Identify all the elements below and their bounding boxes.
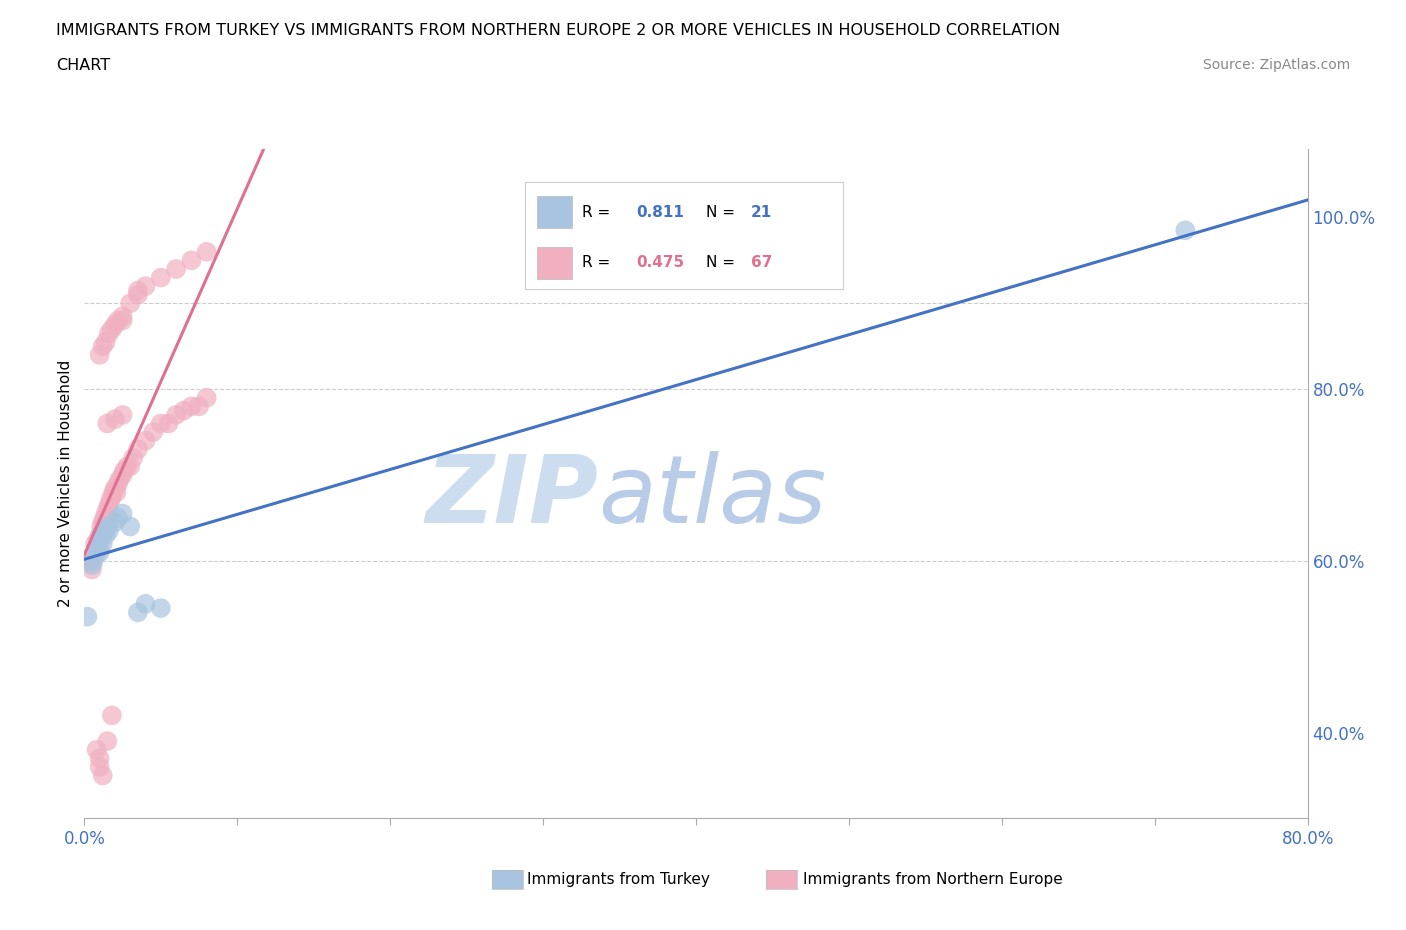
- Point: [77, 553, 100, 568]
- Point: [89, 532, 111, 547]
- Point: [195, 245, 218, 259]
- Text: ZIP: ZIP: [425, 451, 598, 543]
- Point: [98, 493, 121, 508]
- Text: Source: ZipAtlas.com: Source: ZipAtlas.com: [1202, 58, 1350, 72]
- Point: [97, 326, 120, 340]
- Point: [101, 322, 124, 337]
- Point: [91, 537, 114, 551]
- Point: [127, 604, 149, 619]
- Text: Immigrants from Turkey: Immigrants from Turkey: [527, 872, 710, 887]
- Point: [104, 412, 127, 427]
- Point: [111, 313, 134, 328]
- Point: [104, 515, 127, 530]
- Point: [157, 416, 180, 431]
- Point: [111, 468, 134, 483]
- Point: [89, 540, 111, 555]
- Point: [91, 515, 114, 530]
- Point: [94, 506, 117, 521]
- Point: [96, 519, 118, 534]
- Point: [149, 416, 172, 431]
- Point: [90, 519, 112, 534]
- Point: [97, 524, 120, 538]
- Point: [108, 472, 131, 486]
- Point: [101, 708, 124, 723]
- Point: [111, 309, 134, 324]
- Point: [127, 442, 149, 457]
- Point: [111, 506, 134, 521]
- Point: [94, 515, 117, 530]
- Point: [87, 537, 110, 551]
- Point: [165, 261, 187, 276]
- Point: [149, 601, 172, 616]
- Text: Immigrants from Northern Europe: Immigrants from Northern Europe: [803, 872, 1063, 887]
- Point: [83, 553, 105, 568]
- Point: [149, 270, 172, 285]
- Point: [86, 545, 108, 560]
- Point: [112, 463, 135, 478]
- Point: [89, 751, 111, 765]
- Point: [107, 476, 129, 491]
- Text: CHART: CHART: [56, 58, 110, 73]
- Point: [142, 425, 165, 440]
- Point: [84, 537, 107, 551]
- Point: [80, 558, 103, 573]
- Point: [120, 459, 142, 474]
- Point: [135, 279, 157, 294]
- Point: [135, 433, 157, 448]
- Point: [91, 524, 114, 538]
- Text: atlas: atlas: [598, 451, 827, 542]
- Point: [89, 545, 111, 560]
- Point: [96, 502, 118, 517]
- Point: [115, 459, 138, 474]
- Point: [83, 549, 105, 564]
- Point: [120, 296, 142, 311]
- Point: [89, 348, 111, 363]
- Point: [111, 407, 134, 422]
- Y-axis label: 2 or more Vehicles in Household: 2 or more Vehicles in Household: [58, 360, 73, 607]
- Point: [103, 485, 125, 499]
- Point: [96, 416, 118, 431]
- Point: [120, 519, 142, 534]
- Point: [105, 485, 128, 499]
- Point: [101, 489, 124, 504]
- Point: [86, 742, 108, 757]
- Point: [122, 450, 145, 465]
- Point: [165, 407, 187, 422]
- Point: [180, 253, 202, 268]
- Point: [93, 519, 115, 534]
- Point: [107, 511, 129, 525]
- Point: [93, 511, 115, 525]
- Point: [173, 404, 195, 418]
- Point: [87, 532, 110, 547]
- Point: [180, 399, 202, 414]
- Point: [89, 527, 111, 542]
- Point: [104, 317, 127, 332]
- Point: [80, 562, 103, 577]
- Point: [97, 498, 120, 512]
- Point: [127, 283, 149, 298]
- Point: [91, 768, 114, 783]
- Point: [97, 506, 120, 521]
- Point: [93, 524, 115, 538]
- Point: [1174, 223, 1197, 238]
- Point: [96, 511, 118, 525]
- Point: [94, 527, 117, 542]
- Point: [195, 391, 218, 405]
- Point: [188, 399, 211, 414]
- Point: [91, 339, 114, 353]
- Point: [107, 313, 129, 328]
- Point: [76, 609, 98, 624]
- Point: [89, 760, 111, 775]
- Point: [127, 287, 149, 302]
- Point: [104, 481, 127, 496]
- Point: [96, 734, 118, 749]
- Point: [90, 527, 112, 542]
- Text: IMMIGRANTS FROM TURKEY VS IMMIGRANTS FROM NORTHERN EUROPE 2 OR MORE VEHICLES IN : IMMIGRANTS FROM TURKEY VS IMMIGRANTS FRO…: [56, 23, 1060, 38]
- Point: [94, 335, 117, 350]
- Point: [86, 540, 108, 555]
- Point: [135, 596, 157, 611]
